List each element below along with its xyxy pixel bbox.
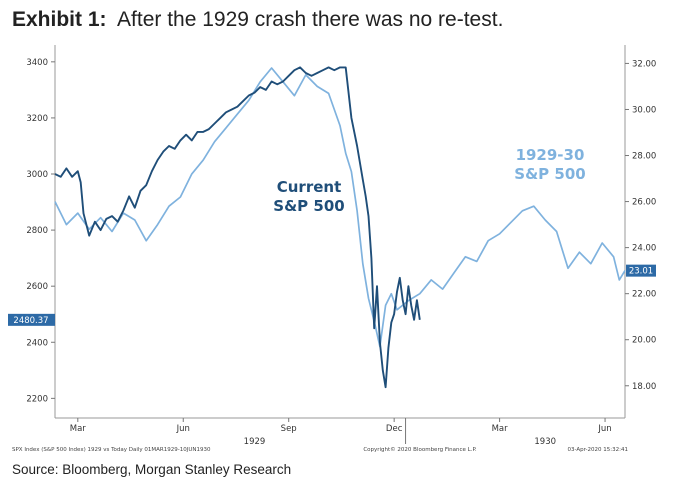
left-tick-label: 2400 bbox=[26, 338, 48, 348]
left-tick-label: 2200 bbox=[26, 394, 48, 404]
x-year-label: 1929 bbox=[244, 437, 266, 447]
hist-last-value: 23.01 bbox=[629, 267, 653, 277]
series-line-current bbox=[54, 66, 421, 389]
right-tick-label: 30.00 bbox=[632, 105, 656, 115]
right-tick-label: 32.00 bbox=[632, 59, 656, 69]
exhibit-number: Exhibit 1: bbox=[12, 8, 107, 31]
footer-left-text: SPX Index (S&P 500 Index) 1929 vs Today … bbox=[12, 447, 211, 453]
series-line-1929 bbox=[54, 67, 626, 348]
series-label-1929-line2: S&P 500 bbox=[514, 165, 585, 183]
right-tick-label: 20.00 bbox=[632, 336, 656, 346]
series-label-current-line2: S&P 500 bbox=[273, 197, 344, 215]
right-tick-label: 18.00 bbox=[632, 382, 656, 392]
x-tick-label: Sep bbox=[281, 424, 297, 434]
left-tick-label: 2800 bbox=[26, 226, 48, 236]
footer-copyright: Copyright© 2020 Bloomberg Finance L.P. bbox=[363, 446, 477, 453]
x-tick-label: Mar bbox=[492, 424, 509, 434]
exhibit-title: Exhibit 1: After the 1929 crash there wa… bbox=[12, 8, 503, 32]
line-chart: 2200 2400 2600 2800 3000 3200 3400 18.00 20.00 2… bbox=[8, 45, 656, 453]
hist-last-value-tag bbox=[626, 264, 656, 277]
x-tick-label: Jun bbox=[597, 424, 611, 434]
current-last-value: 2480.37 bbox=[13, 316, 48, 326]
series-label-current-line1: Current bbox=[277, 178, 342, 196]
x-tick-label: Dec bbox=[386, 424, 403, 434]
left-tick-label: 3000 bbox=[26, 170, 48, 180]
exhibit-title-text: After the 1929 crash there was no re-tes… bbox=[117, 8, 504, 31]
current-last-value-tag bbox=[8, 313, 55, 326]
right-tick-label: 26.00 bbox=[632, 198, 656, 208]
source-note: Source: Bloomberg, Morgan Stanley Resear… bbox=[12, 462, 292, 477]
footer-timestamp: 03-Apr-2020 15:32:41 bbox=[568, 447, 628, 453]
right-tick-label: 24.00 bbox=[632, 244, 656, 254]
right-tick-label: 28.00 bbox=[632, 152, 656, 162]
series-label-1929-line1: 1929-30 bbox=[516, 146, 585, 164]
x-tick-label: Mar bbox=[70, 424, 87, 434]
x-tick-label: Jun bbox=[176, 424, 190, 434]
left-tick-label: 2600 bbox=[26, 282, 48, 292]
right-tick-label: 22.00 bbox=[632, 290, 656, 300]
left-tick-label: 3400 bbox=[26, 58, 48, 68]
left-tick-label: 3200 bbox=[26, 114, 48, 124]
x-year-label: 1930 bbox=[534, 437, 556, 447]
